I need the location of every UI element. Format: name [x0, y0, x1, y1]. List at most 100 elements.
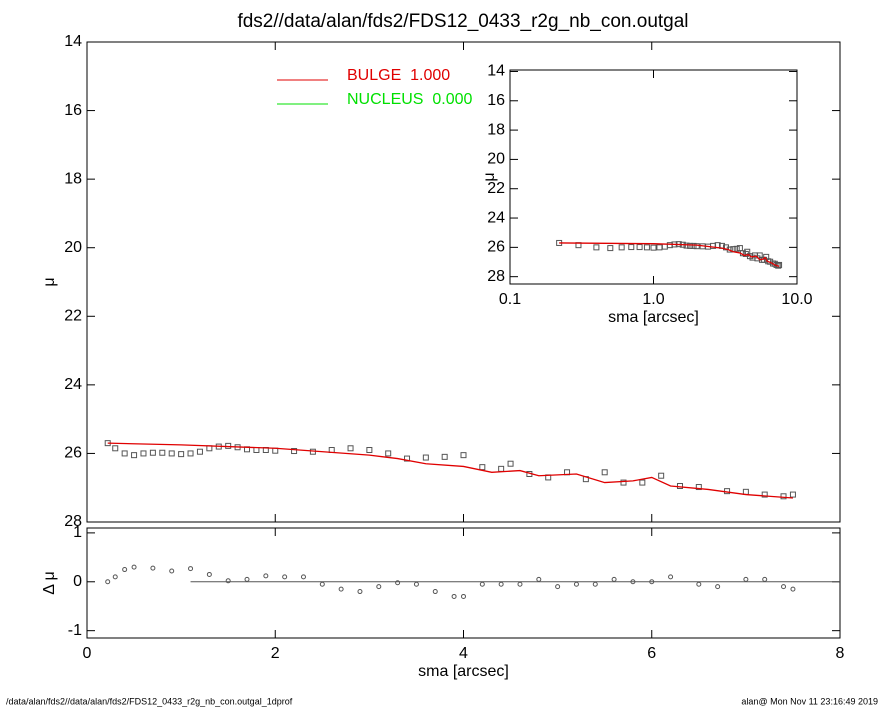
data-point: [601, 469, 608, 476]
y-tick-label: 22: [487, 180, 505, 197]
data-point: [479, 464, 486, 471]
data-point: [696, 581, 702, 587]
chart-title: fds2//data/alan/fds2/FDS12_0433_r2g_nb_c…: [237, 11, 688, 32]
data-point: [650, 244, 657, 251]
y-tick-label: 0: [73, 573, 82, 590]
y-tick-label: 18: [487, 121, 505, 138]
x-tick-label: 8: [836, 645, 845, 662]
data-point: [620, 479, 627, 486]
data-point: [762, 576, 768, 582]
data-point: [121, 450, 128, 457]
footer-right: alan@ Mon Nov 11 23:16:49 2019: [741, 696, 878, 706]
data-point: [690, 242, 697, 249]
data-point: [112, 445, 119, 452]
legend-label: BULGE 1.000: [347, 67, 450, 84]
y-tick-label: 20: [487, 151, 505, 168]
data-point: [169, 568, 175, 574]
data-point: [573, 581, 579, 587]
y-tick-label: 1: [73, 524, 82, 541]
data-point: [188, 566, 194, 572]
model-line: [559, 242, 780, 268]
data-point: [790, 586, 796, 592]
data-point: [643, 244, 650, 251]
data-point: [131, 452, 138, 459]
y-axis-label: μ: [41, 277, 58, 286]
y-tick-label: 22: [64, 308, 82, 325]
data-point: [291, 448, 298, 455]
data-point: [507, 460, 514, 467]
y-tick-label: 28: [64, 513, 82, 530]
data-point: [460, 452, 467, 459]
data-point: [150, 565, 156, 571]
data-point: [376, 584, 382, 590]
x-tick-label: 0.1: [499, 291, 521, 308]
data-point: [607, 245, 614, 252]
data-point: [555, 584, 561, 590]
data-point: [122, 567, 128, 573]
data-point: [498, 465, 505, 472]
x-tick-label: 4: [459, 645, 468, 662]
y-tick-label: -1: [68, 622, 82, 639]
x-axis-label: sma [arcsec]: [608, 309, 699, 326]
data-point: [244, 576, 250, 582]
data-point: [225, 578, 231, 584]
inset-bg: [510, 70, 797, 284]
y-tick-label: 24: [487, 209, 505, 226]
data-point: [385, 450, 392, 457]
x-axis-label: sma [arcsec]: [418, 663, 509, 680]
data-point: [715, 584, 721, 590]
data-point: [618, 244, 625, 251]
data-point: [687, 242, 694, 249]
data-point: [422, 454, 429, 461]
data-point: [300, 574, 306, 580]
data-point: [112, 574, 118, 580]
data-point: [780, 493, 787, 500]
data-point: [347, 445, 354, 452]
data-point: [282, 574, 288, 580]
data-point: [338, 586, 344, 592]
data-point: [451, 593, 457, 599]
y-axis-label: Δ μ: [41, 571, 58, 594]
data-point: [498, 581, 504, 587]
data-point: [761, 491, 768, 498]
data-point: [357, 589, 363, 595]
data-point: [178, 451, 185, 458]
data-point: [413, 581, 419, 587]
y-tick-label: 14: [64, 33, 82, 50]
y-tick-label: 14: [487, 63, 505, 80]
data-point: [263, 573, 269, 579]
x-tick-label: 1.0: [642, 291, 664, 308]
data-point: [639, 479, 646, 486]
data-point: [461, 593, 466, 599]
y-tick-label: 26: [64, 445, 82, 462]
data-point: [636, 244, 643, 251]
data-point: [168, 450, 175, 457]
data-point: [366, 447, 373, 453]
data-point: [736, 245, 743, 252]
data-point: [592, 581, 598, 587]
data-point: [105, 579, 111, 585]
data-point: [319, 581, 325, 587]
data-point: [781, 584, 787, 590]
model-line: [107, 442, 793, 499]
data-point: [206, 571, 212, 577]
x-tick-label: 6: [647, 645, 656, 662]
y-tick-label: 26: [487, 239, 505, 256]
data-point: [149, 449, 156, 456]
data-point: [628, 244, 635, 251]
data-point: [404, 455, 411, 462]
x-tick-label: 10.0: [781, 291, 812, 308]
data-point: [658, 472, 665, 479]
data-point: [593, 244, 600, 251]
data-point: [649, 579, 655, 585]
y-tick-label: 20: [64, 239, 82, 256]
data-point: [683, 242, 690, 249]
y-tick-label: 16: [64, 102, 82, 119]
data-point: [479, 581, 485, 587]
data-point: [668, 574, 674, 580]
data-point: [131, 564, 137, 570]
data-point: [196, 448, 203, 455]
y-tick-label: 24: [64, 376, 82, 393]
data-point: [733, 245, 740, 252]
